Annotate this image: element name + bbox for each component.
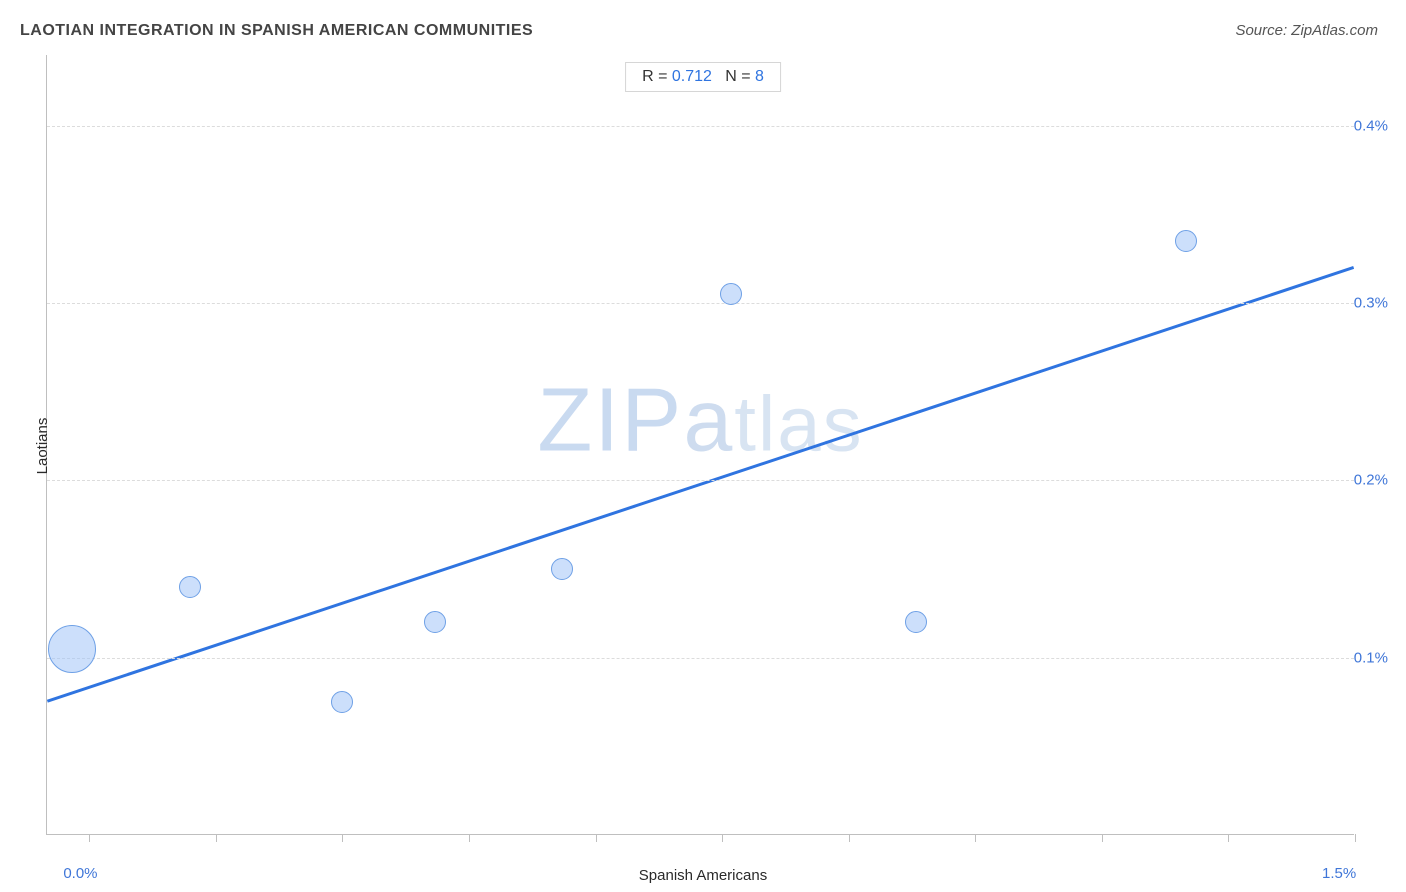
x-tick bbox=[469, 834, 470, 842]
data-point bbox=[48, 625, 96, 673]
source-attribution: Source: ZipAtlas.com bbox=[1235, 22, 1378, 39]
x-tick bbox=[596, 834, 597, 842]
data-point bbox=[424, 611, 446, 633]
gridline-h bbox=[47, 303, 1354, 304]
watermark-text: ZIPatlas bbox=[537, 370, 863, 473]
x-tick bbox=[975, 834, 976, 842]
x-tick bbox=[89, 834, 90, 842]
x-tick bbox=[1102, 834, 1103, 842]
x-tick bbox=[216, 834, 217, 842]
x-axis-label: Spanish Americans bbox=[639, 867, 767, 884]
x-tick bbox=[1228, 834, 1229, 842]
data-point bbox=[905, 611, 927, 633]
n-value: 8 bbox=[755, 68, 764, 85]
y-axis-label: Laotians bbox=[34, 418, 51, 475]
y-tick-label: 0.1% bbox=[1354, 649, 1388, 666]
x-tick bbox=[849, 834, 850, 842]
gridline-h bbox=[47, 658, 1354, 659]
x-tick bbox=[342, 834, 343, 842]
data-point bbox=[331, 691, 353, 713]
x-tick bbox=[722, 834, 723, 842]
y-tick-label: 0.3% bbox=[1354, 295, 1388, 312]
x-end-label: 0.0% bbox=[63, 865, 97, 882]
x-tick bbox=[1355, 834, 1356, 842]
scatter-plot-area: ZIPatlas bbox=[46, 55, 1354, 835]
y-tick-label: 0.4% bbox=[1354, 117, 1388, 134]
data-point bbox=[179, 576, 201, 598]
data-point bbox=[720, 283, 742, 305]
chart-title: LAOTIAN INTEGRATION IN SPANISH AMERICAN … bbox=[20, 22, 533, 40]
trend-line-layer bbox=[47, 55, 1354, 834]
x-end-label: 1.5% bbox=[1322, 865, 1356, 882]
r-value: 0.712 bbox=[672, 68, 712, 85]
stats-box: R = 0.712 N = 8 bbox=[625, 62, 781, 92]
y-tick-label: 0.2% bbox=[1354, 472, 1388, 489]
trend-line bbox=[47, 267, 1353, 701]
data-point bbox=[1175, 230, 1197, 252]
data-point bbox=[551, 558, 573, 580]
gridline-h bbox=[47, 126, 1354, 127]
gridline-h bbox=[47, 480, 1354, 481]
